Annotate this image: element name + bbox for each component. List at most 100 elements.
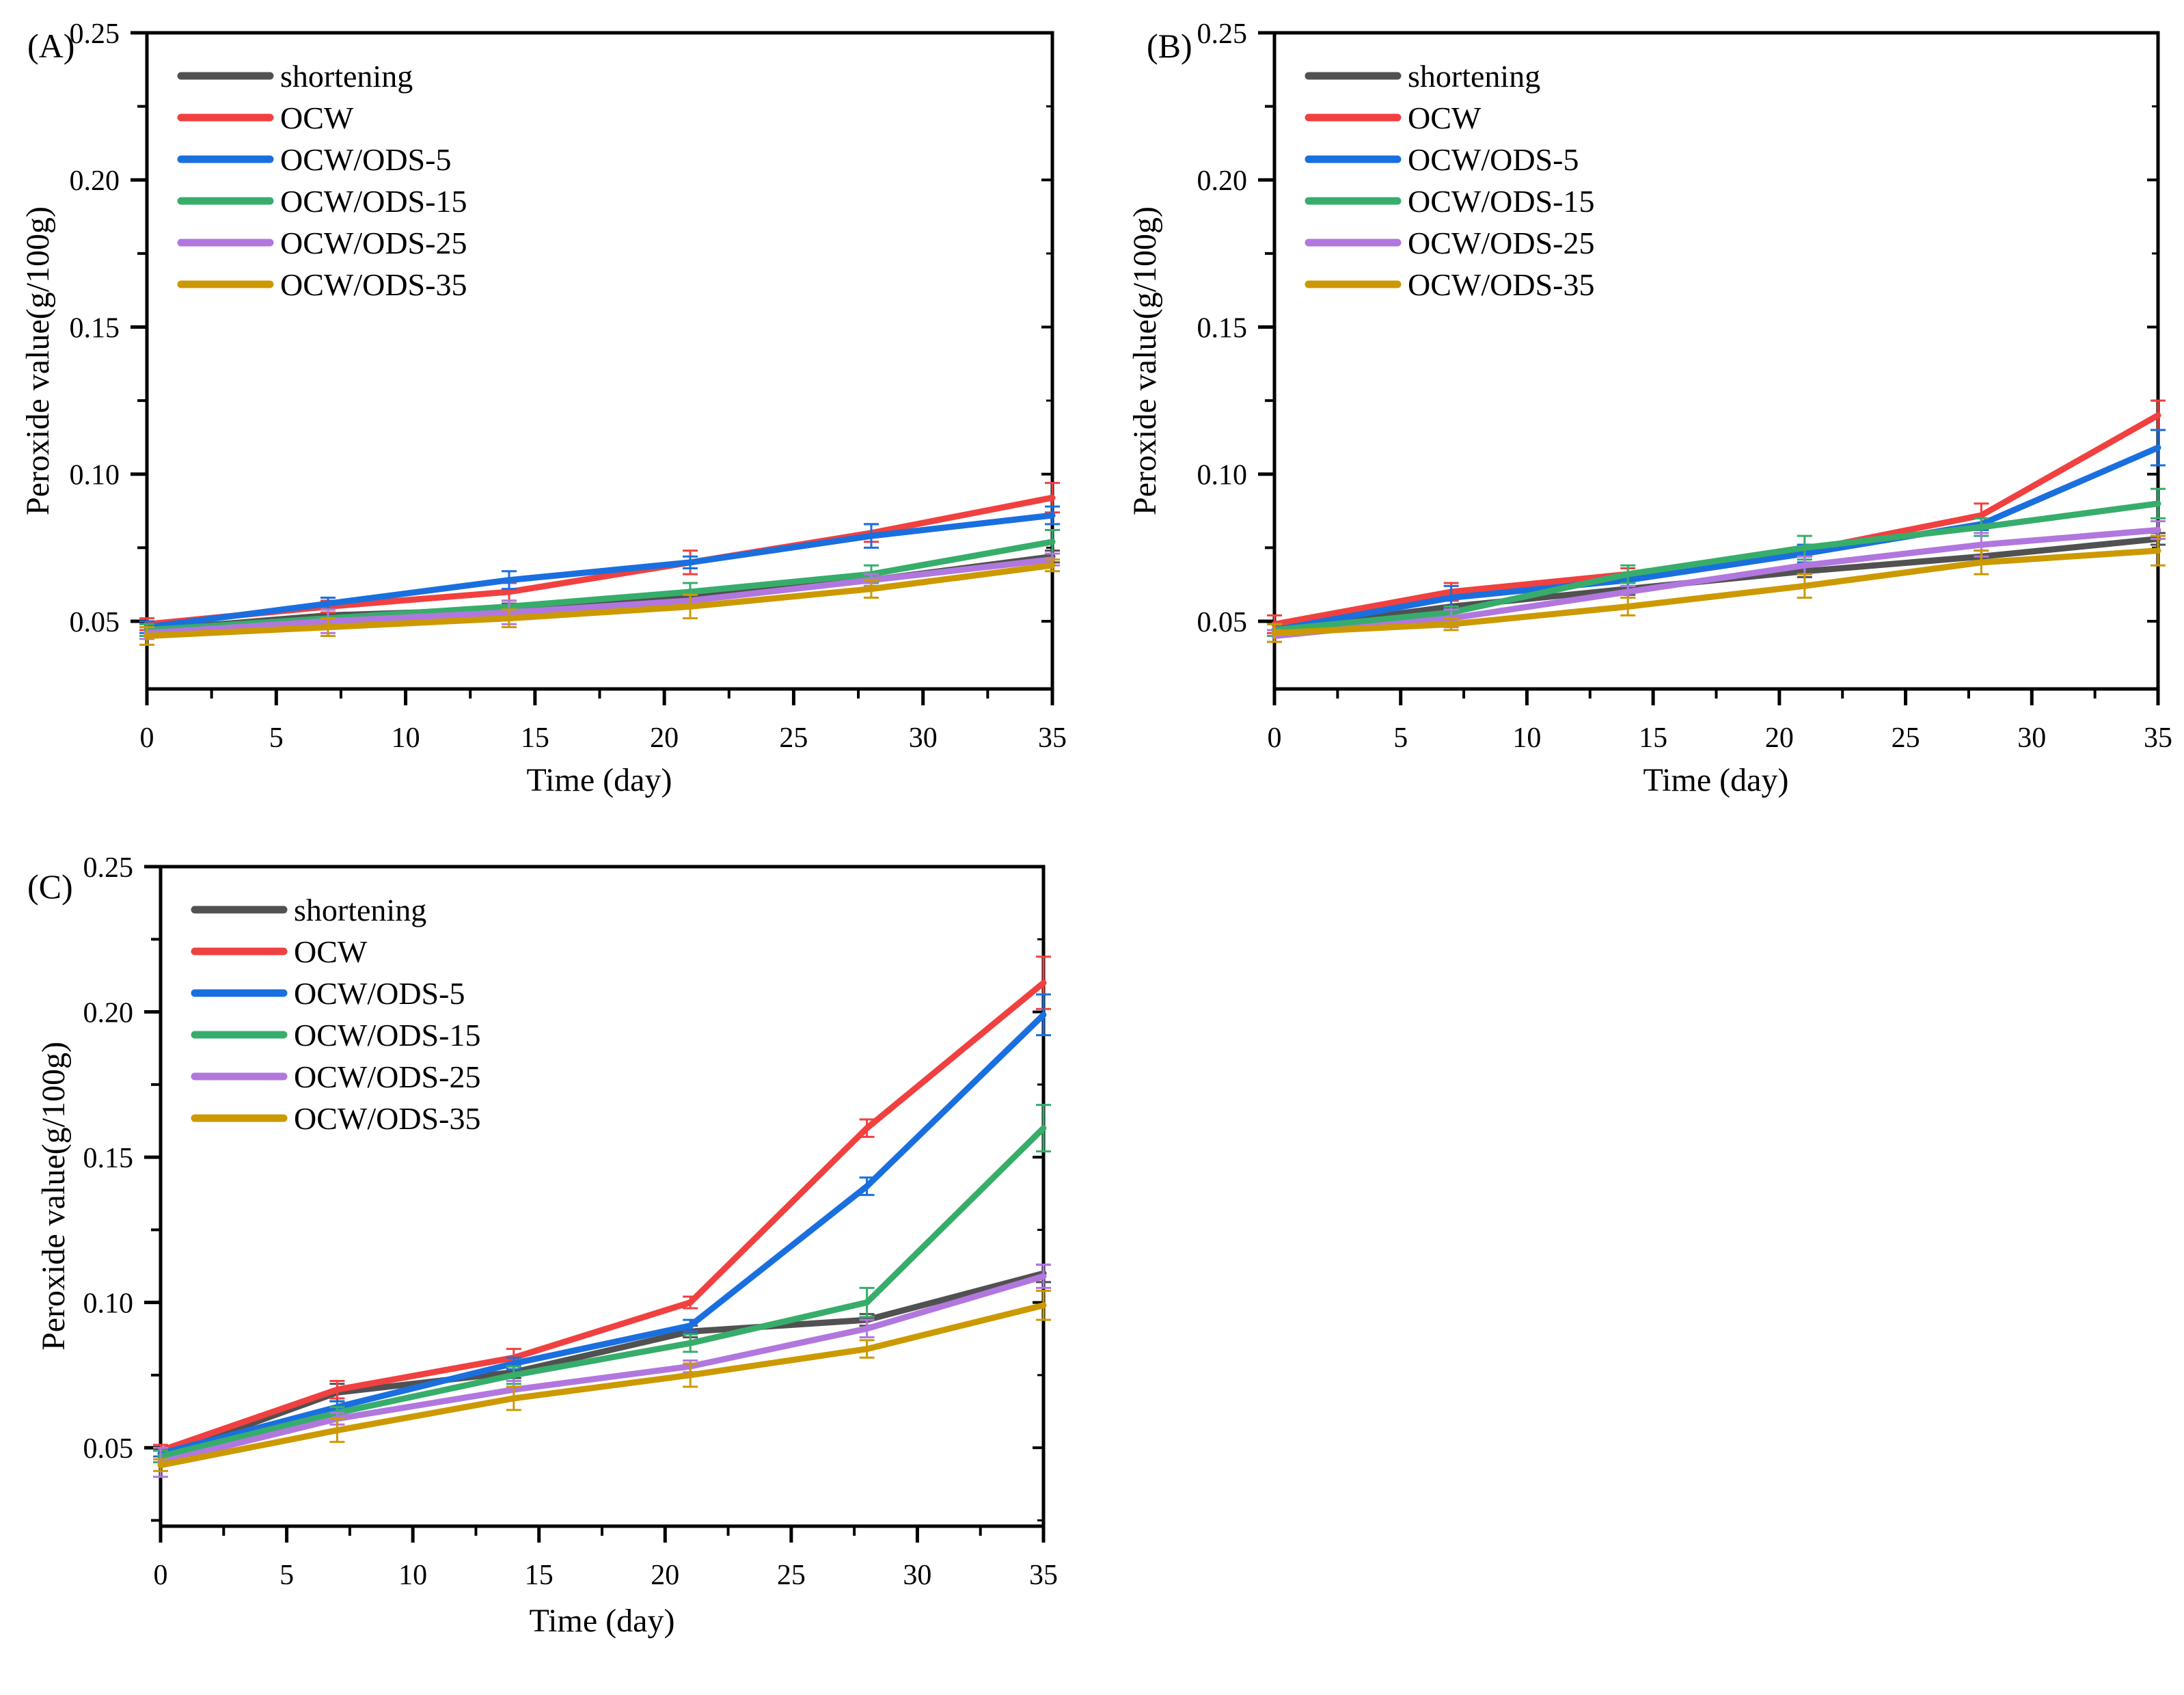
series-OCW/ODS-35 [1267,534,2166,643]
legend-label-OCW/ODS-25: OCW/ODS-25 [280,226,467,260]
x-tick-label: 30 [903,1560,931,1591]
legend-label-OCW/ODS-35: OCW/ODS-35 [1408,267,1594,302]
line-OCW/ODS-35 [144,562,1056,640]
x-tick-label: 5 [1393,722,1408,754]
legend-label-OCW/ODS-25: OCW/ODS-25 [294,1059,480,1094]
legend-c: shortening OCW OCW/ODS-5 OCW/ODS-15 OCW/ODS-… [191,893,480,1136]
legend-label-shortening: shortening [280,59,413,94]
x-tick-label: 25 [777,1560,806,1591]
x-axis: 0 5 10 15 20 25 30 35 [1268,689,2172,754]
legend-label-OCW/ODS-5: OCW/ODS-5 [280,142,451,177]
x-tick-label: 30 [909,722,938,754]
x-tick-label: 0 [1268,722,1282,754]
x-tick-label: 0 [140,722,154,754]
x-tick-label: 35 [1038,722,1067,754]
y-axis-title-b: Peroxide value(g/100g) [1127,206,1163,515]
panel-label-c: (C) [27,867,73,906]
line-shortening [157,1270,1047,1460]
line-OCW/ODS-5 [1271,444,2161,634]
chart-a-svg: 0.05 0.10 0.15 0.20 0.25 0 5 10 15 20 25 30 35 shorte… [70,18,1067,754]
legend-label-OCW/ODS-15: OCW/ODS-15 [294,1018,480,1053]
x-tick-label: 15 [525,1560,554,1591]
x-axis-title-b: Time (day) [1643,762,1789,798]
legend-label-OCW: OCW [1408,100,1482,135]
y-tick-label: 0.10 [70,460,120,491]
line-OCW/ODS-5 [157,1012,1047,1457]
y-tick-label: 0.20 [83,998,134,1029]
x-tick-label: 25 [779,722,808,754]
x-tick-label: 15 [521,722,549,754]
legend-b: shortening OCW OCW/ODS-5 OCW/ODS-15 OCW/ODS-… [1305,59,1594,302]
y-tick-label: 0.25 [83,852,134,884]
x-tick-label: 25 [1892,722,1920,754]
legend-label-OCW/ODS-15: OCW/ODS-15 [280,184,467,219]
x-axis-title-a: Time (day) [526,762,672,798]
legend-label-shortening: shortening [294,893,426,927]
y-tick-label: 0.15 [1197,312,1248,344]
x-tick-label: 15 [1639,722,1667,754]
x-tick-label: 35 [2144,722,2172,754]
series-OCW/ODS-5 [1267,429,2166,638]
line-OCW/ODS-35 [1271,547,2161,636]
x-axis-title-c: Time (day) [529,1603,675,1639]
line-OCW [157,979,1047,1454]
y-tick-label: 0.20 [1197,165,1248,197]
x-tick-label: 35 [1029,1560,1058,1591]
legend-label-shortening: shortening [1408,59,1540,94]
y-tick-label: 0.15 [70,312,120,344]
chart-panel-c: 0.05 0.10 0.15 0.20 0.25 0 5 10 15 20 25 30 35 shorte… [0,841,1128,1695]
series-OCW [153,955,1051,1458]
line-OCW/ODS-25 [1271,527,2161,640]
y-tick-label: 0.25 [1197,18,1248,50]
error-bars-OCW/ODS-25 [153,1263,1051,1478]
legend-label-OCW/ODS-35: OCW/ODS-35 [294,1101,480,1136]
legend-label-OCW/ODS-5: OCW/ODS-5 [294,976,465,1011]
x-tick-label: 10 [392,722,420,754]
y-axis: 0.05 0.10 0.15 0.20 0.25 [1197,18,2158,638]
x-tick-label: 5 [269,722,284,754]
x-axis: 0 5 10 15 20 25 30 35 [154,1526,1058,1591]
line-OCW/ODS-5 [144,512,1056,631]
series-OCW/ODS-35 [139,558,1060,646]
x-tick-label: 20 [650,722,679,754]
y-axis-title-c: Peroxide value(g/100g) [36,1042,72,1351]
y-axis: 0.05 0.10 0.15 0.20 0.25 [83,852,1043,1522]
y-tick-label: 0.10 [83,1288,134,1320]
y-axis-title-a: Peroxide value(g/100g) [20,206,56,515]
chart-b-svg: 0.05 0.10 0.15 0.20 0.25 0 5 10 15 20 25 30 35 shorte… [1197,18,2173,754]
error-bars-OCW [153,955,1051,1458]
y-tick-label: 0.20 [70,165,120,197]
panel-label-a: (A) [27,27,75,65]
plot-box [1272,31,2160,691]
legend-label-OCW/ODS-35: OCW/ODS-35 [280,267,467,302]
x-axis: 0 5 10 15 20 25 30 35 [140,689,1067,754]
line-OCW/ODS-25 [144,556,1056,636]
line-OCW/ODS-15 [157,1125,1047,1460]
legend-label-OCW/ODS-15: OCW/ODS-15 [1408,184,1594,219]
y-tick-label: 0.05 [1197,607,1248,638]
x-tick-label: 0 [154,1560,168,1591]
x-tick-label: 10 [398,1560,427,1591]
legend-a: shortening OCW OCW/ODS-5 OCW/ODS-15 OCW/ODS-… [177,59,467,302]
legend-label-OCW: OCW [294,934,368,969]
y-tick-label: 0.05 [70,607,120,638]
legend-label-OCW/ODS-25: OCW/ODS-25 [1408,226,1594,260]
y-tick-label: 0.05 [83,1433,134,1465]
legend-label-OCW/ODS-5: OCW/ODS-5 [1408,142,1579,177]
y-axis: 0.05 0.10 0.15 0.20 0.25 [70,18,1052,638]
series-OCW/ODS-5 [153,993,1051,1458]
x-tick-label: 30 [2017,722,2046,754]
line-OCW/ODS-15 [1271,500,2161,634]
chart-c-svg: 0.05 0.10 0.15 0.20 0.25 0 5 10 15 20 25 30 35 shorte… [83,852,1059,1591]
x-tick-label: 10 [1512,722,1541,754]
x-tick-label: 20 [1765,722,1794,754]
panel-label-b: (B) [1147,27,1192,65]
y-tick-label: 0.10 [1197,460,1248,491]
y-tick-label: 0.15 [83,1143,134,1174]
x-tick-label: 5 [279,1560,294,1591]
chart-panel-a: 0.05 0.10 0.15 0.20 0.25 0 5 10 15 20 25 30 35 shorte… [0,0,1128,854]
chart-panel-b: 0.05 0.10 0.15 0.20 0.25 0 5 10 15 20 25 30 35 shorte… [1128,0,2184,854]
line-OCW/ODS-25 [157,1273,1047,1465]
series-OCW/ODS-35 [153,1290,1051,1472]
x-tick-label: 20 [651,1560,679,1591]
